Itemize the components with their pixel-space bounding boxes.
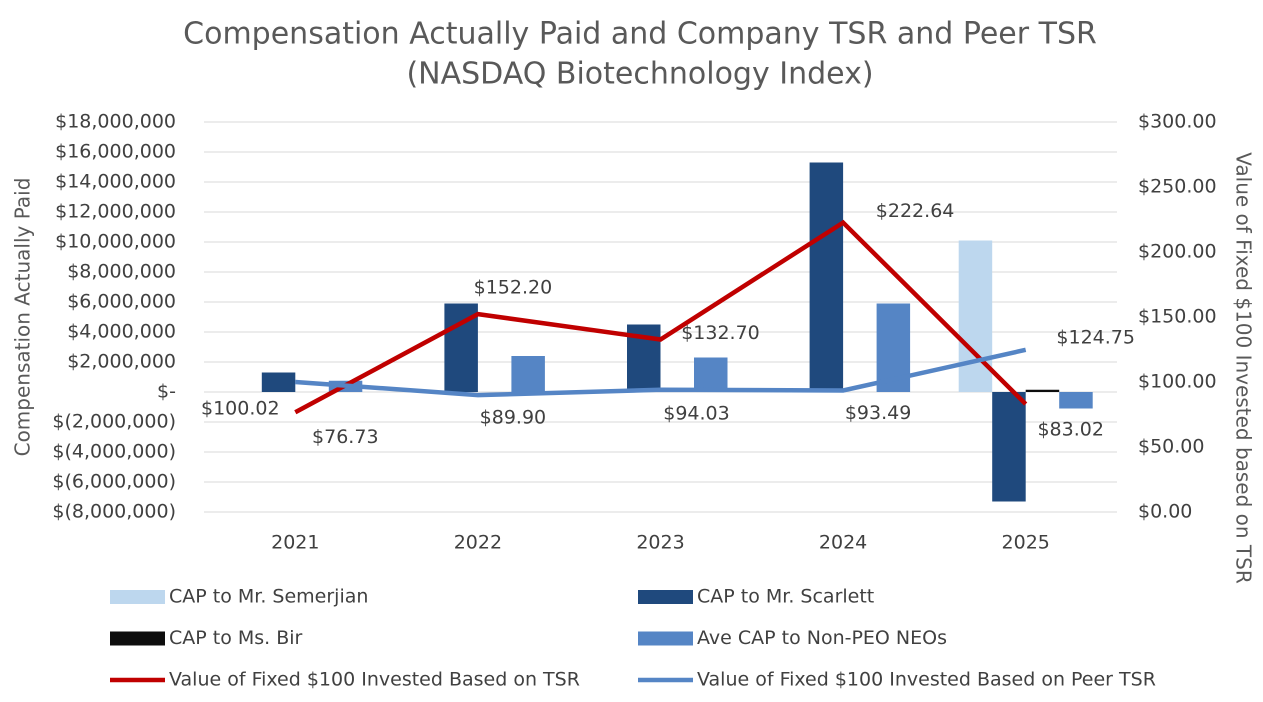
x-tick-label: 2022 [454, 532, 502, 554]
y2-tick-label: $250.00 [1138, 176, 1217, 198]
y-tick-label: $4,000,000 [67, 321, 176, 343]
y2-axis-title: Value of Fixed $100 Invested based on TS… [1232, 152, 1256, 584]
bar [1059, 392, 1093, 409]
data-label: $124.75 [1056, 326, 1135, 348]
line [294, 219, 1028, 415]
data-label: $222.64 [876, 200, 955, 222]
y2-tick-label: $150.00 [1138, 306, 1217, 328]
y-tick-label: $10,000,000 [55, 231, 176, 253]
x-tick-label: 2023 [636, 532, 684, 554]
y-tick-label: $6,000,000 [67, 291, 176, 313]
y2-tick-label: $200.00 [1138, 241, 1217, 263]
bar [511, 356, 545, 392]
data-label: $132.70 [681, 322, 760, 344]
data-label: $83.02 [1037, 419, 1103, 441]
data-label: $76.73 [312, 426, 378, 448]
legend-label: Value of Fixed $100 Invested Based on TS… [169, 669, 580, 691]
bar [992, 392, 1026, 502]
y-tick-label: $2,000,000 [67, 351, 176, 373]
y-tick-label: $14,000,000 [55, 171, 176, 193]
line [295, 347, 1027, 398]
legend-label: CAP to Mr. Semerjian [169, 586, 368, 608]
data-label: $89.90 [480, 407, 546, 429]
legend-swatch [110, 590, 165, 604]
x-tick-label: 2021 [271, 532, 319, 554]
bar [261, 372, 296, 392]
y-tick-label: $- [157, 381, 176, 403]
y-tick-label: $18,000,000 [55, 111, 176, 133]
x-tick-label: 2025 [1002, 532, 1050, 554]
chart-title: Compensation Actually Paid and Company T… [183, 17, 1097, 52]
data-label: $93.49 [845, 402, 911, 424]
data-label: $94.03 [663, 402, 729, 424]
chart-subtitle: (NASDAQ Biotechnology Index) [406, 57, 873, 92]
bar [809, 162, 844, 392]
y-tick-label: $8,000,000 [67, 261, 176, 283]
data-label: $100.02 [201, 397, 280, 419]
y2-tick-label: $0.00 [1138, 501, 1192, 523]
legend-label: CAP to Mr. Scarlett [697, 586, 874, 608]
legend-swatch [638, 631, 693, 646]
y-tick-label: $12,000,000 [55, 201, 176, 223]
legend-label: Value of Fixed $100 Invested Based on Pe… [697, 669, 1156, 691]
y-tick-label: $16,000,000 [55, 141, 176, 163]
y-axis-title: Compensation Actually Paid [11, 178, 35, 457]
bar [694, 357, 728, 392]
y2-tick-label: $50.00 [1138, 436, 1204, 458]
legend-label: Ave CAP to Non-PEO NEOs [697, 627, 947, 649]
data-label: $152.20 [474, 277, 553, 299]
x-tick-label: 2024 [819, 532, 867, 554]
legend-swatch [110, 631, 165, 646]
y-tick-label: $(8,000,000) [52, 501, 176, 523]
bar [958, 240, 993, 392]
y2-tick-label: $300.00 [1138, 111, 1217, 133]
legend-label: CAP to Ms. Bir [169, 627, 303, 649]
y-tick-label: $(4,000,000) [52, 441, 176, 463]
y-tick-label: $(6,000,000) [52, 471, 176, 493]
legend-swatch [638, 590, 693, 604]
y2-tick-label: $100.00 [1138, 371, 1217, 393]
y-tick-label: $(2,000,000) [52, 411, 176, 433]
bar [1025, 389, 1060, 392]
